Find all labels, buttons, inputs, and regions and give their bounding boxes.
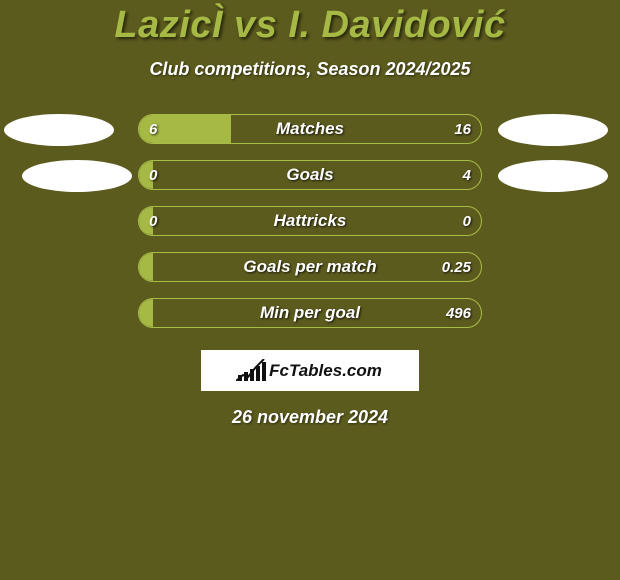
stat-bar: 00Hattricks — [138, 206, 482, 236]
chart-icon — [238, 361, 266, 381]
stat-bar: 04Goals — [138, 160, 482, 190]
logo-text: FcTables.com — [269, 361, 382, 381]
stat-bar: 0.25Goals per match — [138, 252, 482, 282]
player-indicator-right — [498, 160, 608, 192]
stat-row: 496Min per goal — [0, 290, 620, 336]
page-title: LazicÌ vs I. Davidović — [0, 4, 620, 47]
stat-row: 616Matches — [0, 106, 620, 152]
stat-label: Hattricks — [139, 207, 481, 235]
fctables-logo: FcTables.com — [201, 350, 419, 391]
stat-bar: 616Matches — [138, 114, 482, 144]
date-label: 26 november 2024 — [0, 407, 620, 428]
stat-row: 0.25Goals per match — [0, 244, 620, 290]
player-indicator-left — [4, 114, 114, 146]
stat-label: Matches — [139, 115, 481, 143]
stat-label: Min per goal — [139, 299, 481, 327]
stat-row: 04Goals — [0, 152, 620, 198]
stat-label: Goals per match — [139, 253, 481, 281]
stat-bar: 496Min per goal — [138, 298, 482, 328]
player-indicator-right — [498, 114, 608, 146]
stats-rows: 616Matches 04Goals 00Hattricks 0.25Goals pe… — [0, 106, 620, 336]
page-subtitle: Club competitions, Season 2024/2025 — [0, 59, 620, 80]
player-indicator-left — [22, 160, 132, 192]
stat-row: 00Hattricks — [0, 198, 620, 244]
stat-label: Goals — [139, 161, 481, 189]
